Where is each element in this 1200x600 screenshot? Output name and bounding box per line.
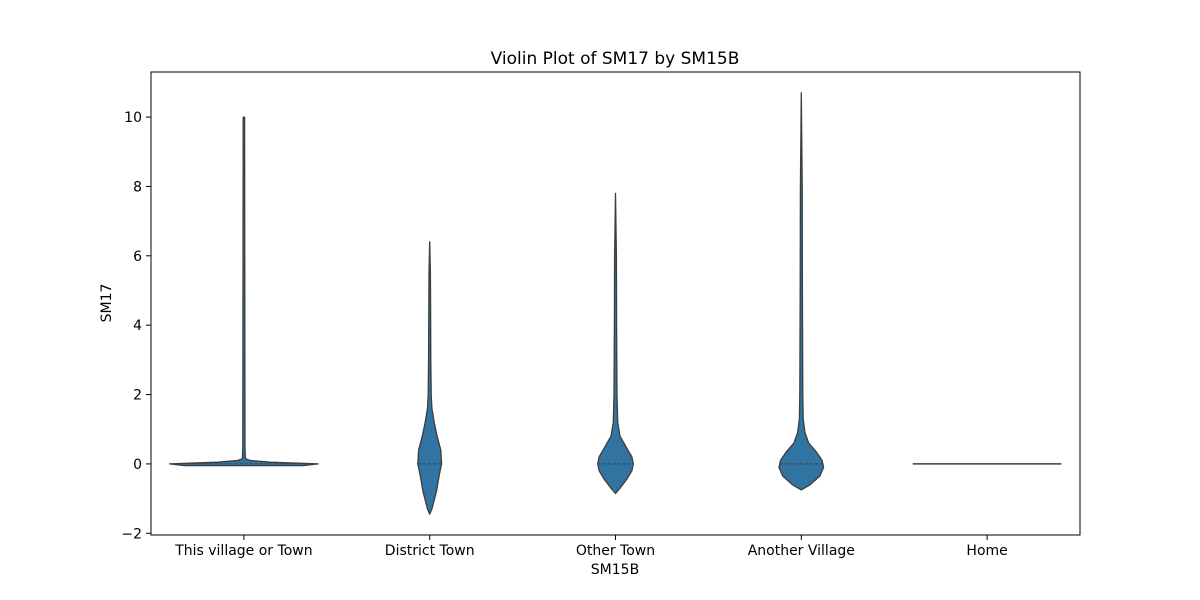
y-tick-label: 4 [133, 318, 142, 334]
y-tick-label: 0 [133, 457, 142, 473]
y-tick-label: 6 [133, 249, 142, 265]
violin-body [778, 92, 825, 491]
y-axis-title: SM17 [99, 284, 115, 323]
chart-title: Violin Plot of SM17 by SM15B [491, 49, 740, 69]
y-tick-label: 2 [133, 388, 142, 404]
y-tick-label: 8 [133, 179, 142, 195]
violin-body [168, 116, 319, 467]
x-tick-label: District Town [385, 543, 475, 559]
plot-area [168, 92, 1062, 515]
violin-body [597, 192, 634, 495]
x-tick-label: This village or Town [174, 543, 312, 559]
y-tick-label: −2 [121, 526, 142, 542]
y-tick-label: 10 [124, 110, 142, 126]
y-axis: −2 0 2 4 6 8 10 [121, 110, 151, 542]
x-tick-label: Other Town [576, 543, 655, 559]
violin-body [417, 241, 443, 515]
x-axis-title: SM15B [591, 562, 639, 578]
x-tick-label: Home [966, 543, 1007, 559]
x-tick-label: Another Village [748, 543, 855, 559]
x-axis: This village or Town District Town Other T… [174, 535, 1008, 559]
